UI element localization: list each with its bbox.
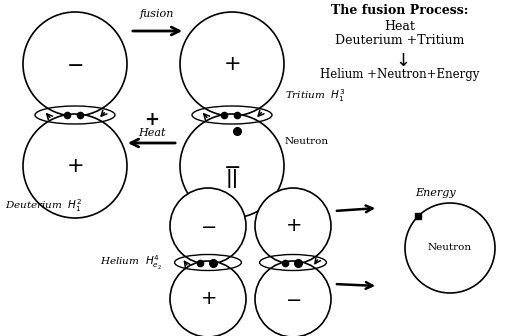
- Circle shape: [180, 114, 284, 218]
- Circle shape: [23, 114, 127, 218]
- Circle shape: [180, 12, 284, 116]
- Text: $\downarrow$: $\downarrow$: [391, 52, 408, 70]
- Text: Helium  $H_{e_2}^4$: Helium $H_{e_2}^4$: [100, 254, 162, 272]
- Circle shape: [170, 188, 246, 264]
- Text: $-$: $-$: [200, 217, 216, 235]
- Circle shape: [405, 203, 495, 293]
- Text: ||: ||: [225, 169, 238, 188]
- Text: Neutron: Neutron: [285, 136, 329, 145]
- Text: The fusion Process:: The fusion Process:: [331, 4, 468, 17]
- Text: Energy: Energy: [414, 188, 455, 198]
- Text: $-$: $-$: [67, 54, 84, 74]
- Circle shape: [255, 261, 331, 336]
- Circle shape: [170, 261, 246, 336]
- Text: fusion: fusion: [140, 9, 174, 19]
- Text: Deuterium  $H_1^2$: Deuterium $H_1^2$: [5, 198, 82, 214]
- Text: Heat: Heat: [385, 20, 416, 33]
- Text: Neutron: Neutron: [428, 244, 472, 252]
- Text: $-$: $-$: [223, 156, 241, 176]
- Circle shape: [255, 188, 331, 264]
- Text: $+$: $+$: [200, 290, 216, 308]
- Circle shape: [23, 12, 127, 116]
- Text: Tritium  $H_1^3$: Tritium $H_1^3$: [285, 88, 345, 104]
- Text: Heat: Heat: [138, 128, 166, 138]
- Text: $+$: $+$: [285, 217, 301, 235]
- Text: $+$: $+$: [223, 54, 241, 74]
- Text: $-$: $-$: [285, 290, 301, 308]
- Text: Deuterium +Tritium: Deuterium +Tritium: [335, 34, 465, 47]
- Text: +: +: [145, 111, 159, 129]
- Text: Helium +Neutron+Energy: Helium +Neutron+Energy: [320, 68, 479, 81]
- Text: $+$: $+$: [67, 156, 84, 176]
